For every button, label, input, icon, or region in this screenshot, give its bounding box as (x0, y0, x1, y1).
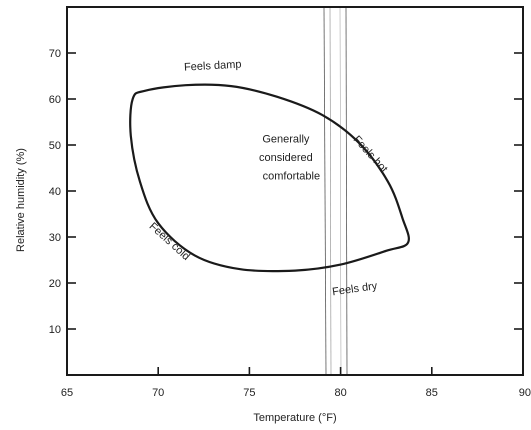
y-tick-label: 30 (49, 232, 61, 244)
y-tick-label: 60 (49, 94, 61, 106)
y-tick-label: 50 (49, 140, 61, 152)
plot-frame (66, 6, 524, 376)
annotation-label: Feels hot (351, 134, 390, 176)
scan-line (345, 7, 348, 375)
y-axis-title: Relative humidity (%) (15, 148, 27, 252)
annotation-label: comfortable (263, 171, 320, 183)
annotation-label: Feels cold (147, 220, 192, 262)
x-tick-label: 75 (243, 387, 255, 399)
annotation-label: Feels dry (332, 280, 379, 298)
y-tick-label: 70 (49, 48, 61, 60)
x-tick-label: 70 (152, 387, 164, 399)
annotation-label: Generally (262, 134, 310, 146)
scan-line (329, 7, 332, 375)
y-tick-label: 10 (49, 324, 61, 336)
annotation-label: Feels damp (184, 59, 242, 74)
y-tick-label: 40 (49, 186, 61, 198)
annotation-label: considered (259, 152, 313, 164)
comfort-zone-curve (129, 83, 410, 273)
scan-line (339, 7, 342, 375)
y-tick-label: 20 (49, 278, 61, 290)
x-tick-label: 80 (334, 387, 346, 399)
x-tick-label: 65 (61, 387, 73, 399)
x-axis-title: Temperature (°F) (253, 412, 336, 424)
scan-line (323, 7, 327, 375)
x-tick-label: 90 (519, 387, 531, 399)
x-tick-label: 85 (426, 387, 438, 399)
